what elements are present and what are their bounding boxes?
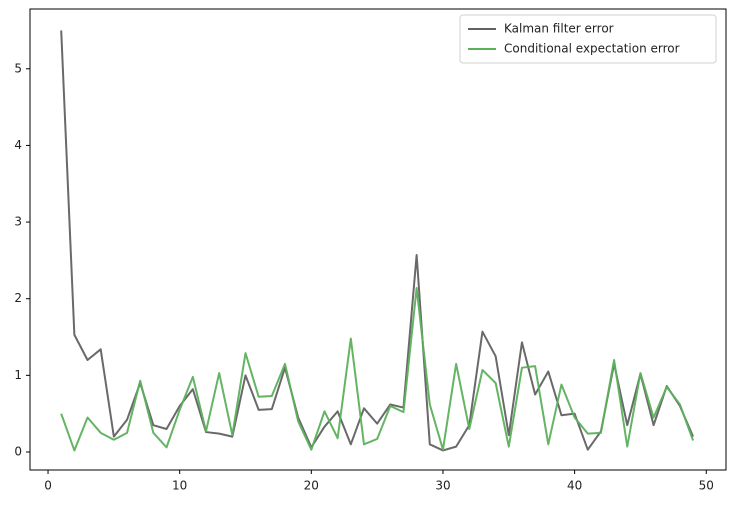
x-tick-label: 40 (567, 479, 582, 493)
y-tick-label: 4 (14, 138, 22, 152)
x-tick-label: 10 (172, 479, 187, 493)
x-tick-label: 0 (44, 479, 52, 493)
y-tick-label: 5 (14, 61, 22, 75)
legend-box (459, 14, 717, 64)
y-tick-label: 1 (14, 368, 22, 382)
y-tick-label: 2 (14, 291, 22, 305)
y-tick-label: 0 (14, 444, 22, 458)
x-tick-label: 50 (699, 479, 714, 493)
legend: Kalman filter error Conditional expectati… (459, 14, 717, 64)
x-tick-label: 20 (304, 479, 319, 493)
legend-label: Conditional expectation error (504, 42, 680, 56)
series-line (60, 30, 695, 452)
y-tick-label: 3 (14, 215, 22, 229)
x-tick-label: 30 (435, 479, 450, 493)
axes-frame (29, 8, 727, 471)
legend-label: Kalman filter error (504, 22, 614, 36)
series-line (60, 286, 695, 452)
